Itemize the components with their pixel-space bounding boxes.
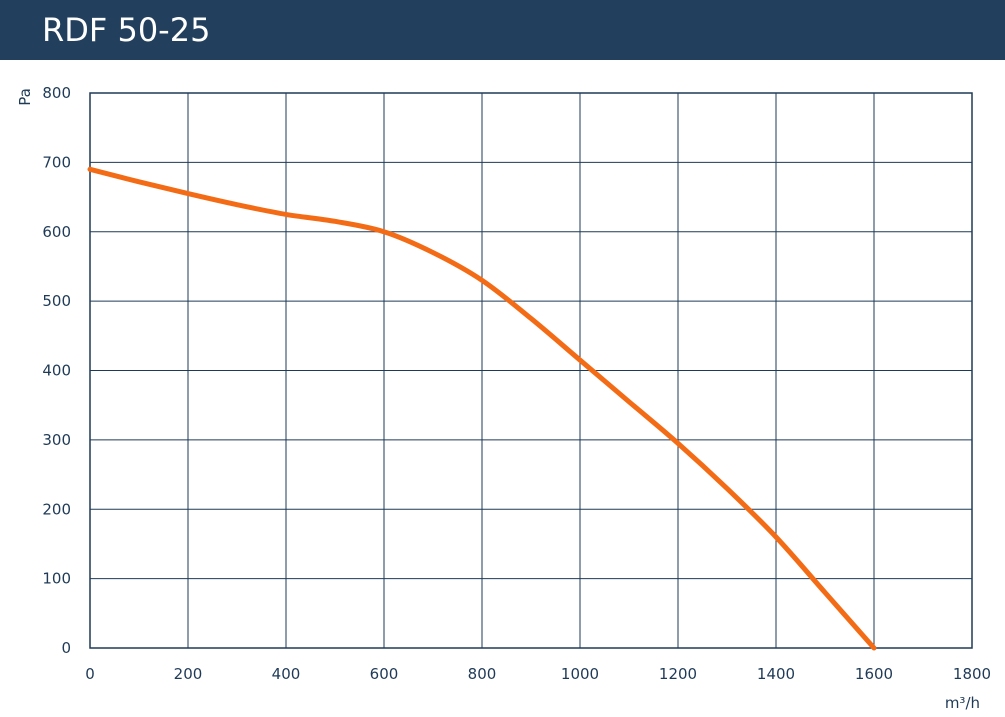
x-tick-label: 400 <box>272 665 301 683</box>
x-tick-label: 1600 <box>855 665 893 683</box>
y-tick-label: 600 <box>42 223 71 241</box>
x-tick-label: 1800 <box>953 665 991 683</box>
chart-title: RDF 50-25 <box>42 11 211 49</box>
x-tick-label: 800 <box>468 665 497 683</box>
y-tick-label: 100 <box>42 570 71 588</box>
y-tick-label: 500 <box>42 292 71 310</box>
x-tick-label: 0 <box>85 665 95 683</box>
y-tick-label: 700 <box>42 153 71 171</box>
x-tick-label: 1400 <box>757 665 795 683</box>
y-axis-label: Pa <box>16 88 34 106</box>
curve-layer <box>87 166 877 651</box>
plot-frame <box>89 92 973 649</box>
x-axis-label: m³/h <box>945 694 980 712</box>
y-tick-label: 400 <box>42 362 71 380</box>
y-tick-label: 200 <box>42 500 71 518</box>
grid-layer <box>89 92 973 649</box>
plot-frame-layer <box>89 92 973 649</box>
y-tick-label: 800 <box>42 84 71 102</box>
x-tick-label: 200 <box>174 665 203 683</box>
tick-label-layer: 0 200 400 600 800 1000 1200 1400 1600 1800 0 100 200… <box>42 84 991 683</box>
x-tick-label: 1000 <box>561 665 599 683</box>
fan-curve-line <box>87 166 877 651</box>
y-tick-label: 0 <box>61 639 71 657</box>
chart-header: RDF 50-25 <box>0 0 1005 60</box>
x-tick-label: 600 <box>370 665 399 683</box>
x-tick-label: 1200 <box>659 665 697 683</box>
y-tick-label: 300 <box>42 431 71 449</box>
